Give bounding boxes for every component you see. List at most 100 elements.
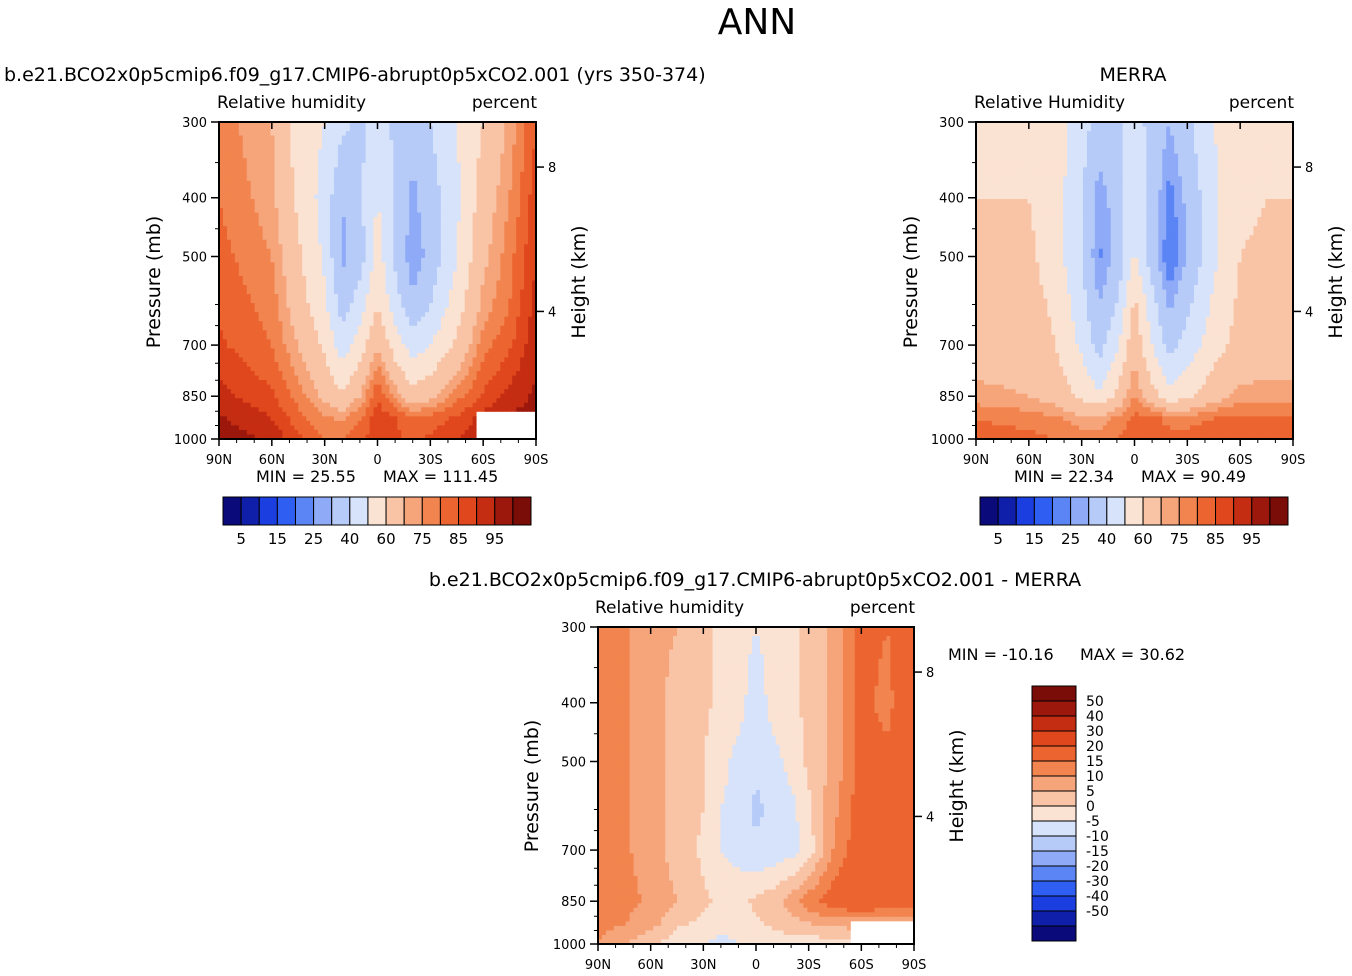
field-cell — [318, 171, 323, 177]
field-cell — [484, 266, 490, 273]
field-cell — [409, 162, 414, 168]
field-cell — [262, 208, 268, 214]
field-cell — [468, 153, 474, 159]
field-cell — [460, 189, 466, 196]
field-cell — [349, 189, 355, 196]
field-cell — [357, 171, 363, 177]
field-cell — [325, 217, 331, 223]
field-cell — [532, 303, 537, 309]
field-cell — [532, 198, 537, 205]
field-cell — [393, 180, 398, 186]
field-cell — [306, 389, 311, 395]
field-cell — [353, 248, 359, 254]
field-cell — [413, 384, 418, 390]
field-cell — [234, 153, 240, 159]
field-cell — [405, 253, 410, 259]
field-cell — [270, 384, 276, 390]
field-cell — [234, 189, 240, 196]
panel-model-variable-label: Relative humidity — [217, 93, 366, 113]
field-cell — [341, 375, 347, 381]
field-cell — [349, 122, 355, 128]
field-cell — [500, 352, 505, 359]
field-cell — [361, 122, 367, 128]
field-cell — [302, 316, 307, 322]
field-cell — [460, 389, 466, 395]
field-cell — [488, 180, 494, 186]
field-cell — [464, 271, 470, 277]
field-cell — [318, 122, 323, 128]
field-cell — [528, 221, 533, 227]
field-cell — [432, 122, 438, 128]
field-cell — [270, 371, 276, 377]
field-cell — [460, 140, 466, 146]
field-cell — [373, 330, 379, 336]
field-cell — [234, 285, 240, 291]
field-cell — [524, 271, 529, 277]
field-cell — [516, 366, 521, 372]
field-cell — [516, 126, 521, 132]
field-cell — [472, 149, 478, 155]
field-cell — [456, 135, 462, 141]
field-cell — [417, 312, 422, 318]
field-cell — [262, 217, 268, 223]
field-cell — [417, 307, 422, 313]
field-cell — [512, 280, 517, 286]
field-cell — [353, 212, 359, 218]
field-cell — [349, 334, 355, 340]
field-cell — [294, 221, 299, 227]
field-cell — [262, 389, 268, 395]
field-cell — [389, 303, 394, 309]
field-cell — [401, 167, 406, 173]
field-cell — [444, 285, 450, 291]
field-cell — [345, 203, 351, 209]
field-cell — [385, 262, 390, 268]
field-cell — [468, 316, 474, 322]
field-cell — [282, 212, 287, 218]
field-cell — [329, 230, 335, 236]
field-cell — [250, 230, 256, 236]
field-cell — [516, 298, 521, 304]
field-cell — [444, 171, 450, 177]
field-cell — [532, 366, 537, 372]
field-cell — [219, 330, 224, 336]
field-cell — [254, 393, 260, 399]
field-cell — [246, 244, 252, 250]
field-cell — [468, 140, 474, 146]
field-cell — [337, 398, 343, 404]
field-cell — [341, 144, 347, 150]
field-cell — [254, 244, 260, 250]
field-cell — [448, 294, 454, 300]
field-cell — [357, 189, 363, 196]
field-cell — [480, 198, 486, 205]
field-cell — [508, 230, 513, 236]
field-cell — [238, 126, 244, 132]
field-cell — [373, 189, 379, 196]
field-cell — [476, 294, 482, 300]
field-cell — [476, 257, 482, 263]
field-cell — [377, 280, 383, 286]
field-cell — [278, 149, 283, 155]
field-cell — [484, 262, 490, 268]
field-cell — [274, 144, 280, 150]
field-cell — [472, 194, 478, 200]
field-cell — [373, 171, 379, 177]
field-cell — [329, 343, 335, 350]
field-cell — [429, 371, 434, 377]
field-cell — [381, 375, 387, 381]
field-cell — [282, 226, 287, 232]
field-cell — [286, 321, 291, 327]
field-cell — [528, 280, 533, 286]
field-cell — [381, 239, 387, 245]
field-cell — [436, 140, 442, 146]
field-cell — [488, 298, 494, 304]
field-cell — [512, 357, 517, 363]
field-cell — [456, 149, 462, 155]
field-cell — [222, 212, 228, 218]
field-cell — [456, 140, 462, 146]
field-cell — [298, 275, 303, 282]
field-cell — [230, 362, 236, 368]
field-cell — [417, 289, 422, 295]
field-cell — [528, 339, 533, 345]
field-cell — [413, 253, 418, 259]
field-cell — [266, 180, 272, 186]
